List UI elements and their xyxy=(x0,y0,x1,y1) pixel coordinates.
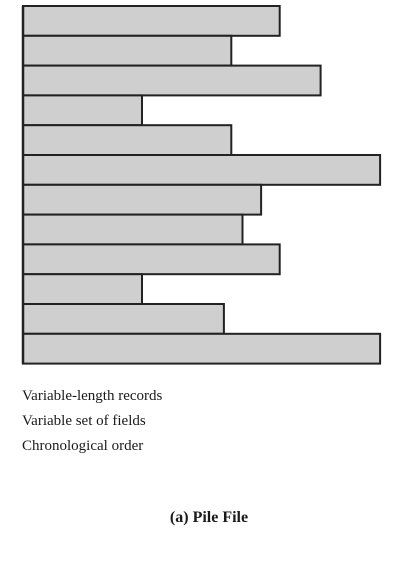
record-bar xyxy=(22,243,281,276)
note-variable-length-records: Variable-length records xyxy=(22,388,163,404)
file-characteristics: Variable-length records Variable set of … xyxy=(22,384,162,459)
record-stack xyxy=(22,5,382,365)
record-bar xyxy=(22,273,143,306)
record-bar xyxy=(22,332,382,365)
note-variable-set-of-fields: Variable set of fields xyxy=(22,413,146,429)
note-chronological-order: Chronological order xyxy=(22,438,144,454)
pile-file-diagram xyxy=(21,5,382,365)
record-bar xyxy=(22,94,143,127)
record-bar xyxy=(22,303,225,335)
record-bar xyxy=(22,64,322,97)
record-bar xyxy=(22,213,244,246)
record-bar xyxy=(22,183,263,216)
record-bar xyxy=(22,154,382,186)
record-bar xyxy=(22,124,233,156)
record-bar xyxy=(22,5,281,37)
record-bar xyxy=(22,34,233,67)
figure-caption: (a) Pile File xyxy=(169,509,249,526)
